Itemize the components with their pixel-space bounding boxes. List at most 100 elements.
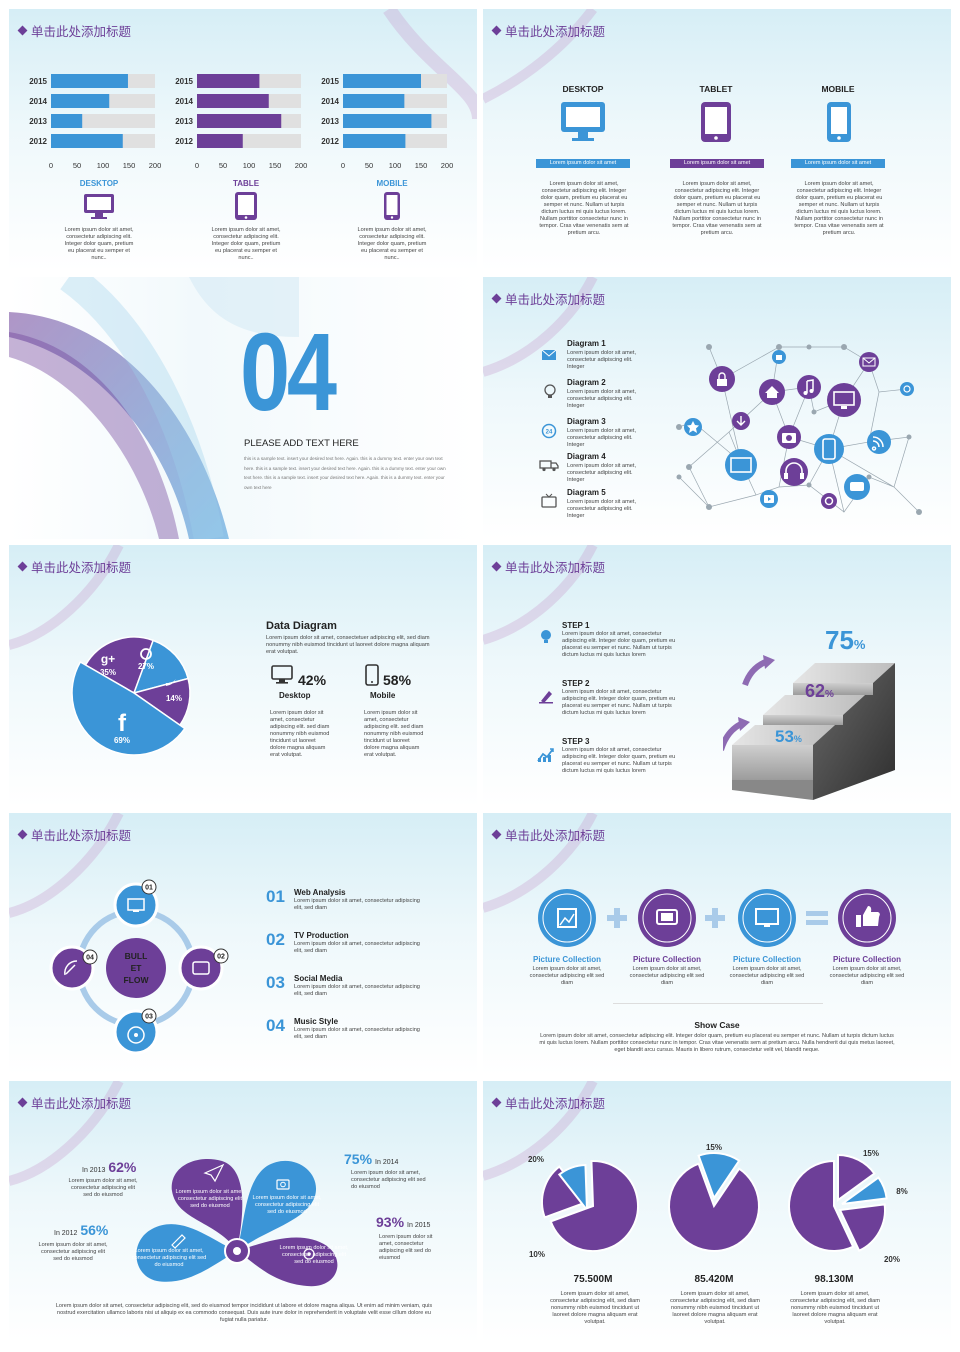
shopping-bag-node xyxy=(772,350,786,364)
bar-category-label: 2015 xyxy=(321,77,339,86)
step-pct-62-sign: % xyxy=(825,689,834,700)
bar-category-label: 2013 xyxy=(175,117,193,126)
step-2-title: STEP 2 xyxy=(562,679,590,688)
center-label-line-1: BULL xyxy=(125,951,148,961)
pie-slice xyxy=(668,1162,760,1252)
diagram-4-title: Diagram 4 xyxy=(567,452,606,461)
x-tick-label: 0 xyxy=(49,161,53,170)
flow-item-number: 03 xyxy=(266,973,285,992)
step-3-text: Lorem ipsum dolor sit amet, consectetur … xyxy=(562,747,676,774)
monitor-node xyxy=(827,383,861,417)
flow-item-text: Lorem ipsum dolor sit amet, consectetur … xyxy=(294,941,420,954)
chart-label-table: TABLE xyxy=(232,179,260,188)
chart-label-desktop: DESKTOP xyxy=(79,179,119,188)
node-02-label: 02 xyxy=(217,954,225,961)
tablet-icon xyxy=(701,102,731,142)
bar-category-label: 2014 xyxy=(29,97,47,106)
slide-title: 单击此处添加标题 xyxy=(17,825,132,844)
slide-title: 单击此处添加标题 xyxy=(17,1093,131,1112)
x-tick-label: 150 xyxy=(269,161,282,170)
picture-caption: Picture Collection xyxy=(732,955,801,964)
lock-node xyxy=(709,366,735,392)
slide-title-text: 单击此处添加标题 xyxy=(505,292,606,307)
pie-slice-facebook xyxy=(71,660,186,756)
mobile-percentage: 58% xyxy=(383,672,412,688)
flow-item-number: 01 xyxy=(266,887,285,906)
network-graph xyxy=(676,344,922,515)
bar xyxy=(343,94,405,108)
settings-icon xyxy=(303,1248,315,1260)
pie-slice xyxy=(557,1163,589,1214)
bar xyxy=(343,74,421,88)
pie-slice xyxy=(549,1160,639,1252)
pie-2-description: Lorem ipsum dolor sit amet, consectetur … xyxy=(670,1291,760,1325)
tablet-description: Lorem ipsum dolor sit amet, consectetur … xyxy=(672,181,762,236)
pie-slice-label: 14% xyxy=(166,694,182,703)
show-case-title: Show Case xyxy=(694,1020,740,1030)
bar-category-label: 2015 xyxy=(175,77,193,86)
stat-2012-pct: 56% xyxy=(80,1222,109,1238)
pie-slice xyxy=(697,1152,741,1201)
download-node xyxy=(732,412,750,430)
desktop-icon xyxy=(84,194,114,219)
social-pie-chart: 35% 27% 14% 69% g+ f xyxy=(71,636,191,756)
slide-devices: 单击此处添加标题 DESKTOP TABLET MOBILE Lorem ips… xyxy=(483,9,951,271)
step-pct-62: 62% xyxy=(805,681,834,702)
slide-title-text: 单击此处添加标题 xyxy=(505,560,606,575)
pie-slice-label: 15% xyxy=(863,1149,879,1158)
tablet-node xyxy=(725,449,757,481)
petal-1-text: Lorem ipsum dolor sit amet, consectetur … xyxy=(175,1189,245,1209)
section-number: 04 xyxy=(240,311,337,434)
diagram-5-text: Lorem ipsum dolor sit amet, consectetur … xyxy=(567,499,637,519)
step-3-title: STEP 3 xyxy=(562,737,590,746)
step-2-text: Lorem ipsum dolor sit amet, consectetur … xyxy=(562,689,676,716)
google-plus-icon: g+ xyxy=(101,652,115,666)
pie-slice-label: 20% xyxy=(884,1255,900,1264)
table-description: Lorem ipsum dolor sit amet, consectetur … xyxy=(211,227,281,261)
x-tick-label: 100 xyxy=(97,161,110,170)
step-pct-75: 75% xyxy=(825,625,865,656)
picture-icon-node xyxy=(538,889,596,947)
x-tick-label: 0 xyxy=(195,161,199,170)
pie-slice-label: 8% xyxy=(896,1187,908,1196)
picture-caption: Picture Collection xyxy=(632,955,701,964)
flow-item-title: TV Production xyxy=(294,931,349,940)
pie-slice-label: 10% xyxy=(529,1250,545,1259)
diagram-4-text: Lorem ipsum dolor sit amet, consectetur … xyxy=(567,463,637,483)
tv-icon xyxy=(541,493,557,508)
slide-title: 单击此处添加标题 xyxy=(17,557,131,576)
node-03-cd xyxy=(113,1008,159,1055)
bar xyxy=(51,74,128,88)
bullet-flow-diagram: 01 02 03 04 BULL ET FLOW xyxy=(49,879,229,1055)
slide-title-text: 单击此处添加标题 xyxy=(505,24,606,39)
paper-plane-icon xyxy=(203,1163,225,1183)
facebook-icon: f xyxy=(118,710,127,737)
device-label-desktop: DESKTOP xyxy=(562,84,604,94)
slide-title-text: 单击此处添加标题 xyxy=(505,828,606,843)
slide-title-text: 单击此处添加标题 xyxy=(31,828,132,843)
pie-slice xyxy=(837,1153,876,1202)
slide-data-diagram: 单击此处添加标题 35% 27% 14% 69% g+ f Data Diagram Lo… xyxy=(9,545,477,807)
data-diagram-title: Data Diagram xyxy=(266,620,337,632)
thumbs-up-icon-node xyxy=(838,889,896,947)
flow-item-number: 04 xyxy=(266,1016,285,1035)
bar xyxy=(197,94,269,108)
picture-caption-text: Lorem ipsum dolor sit amet, consectetur … xyxy=(529,966,605,986)
x-tick-label: 200 xyxy=(441,161,454,170)
pie-slice-label: 35% xyxy=(100,668,116,677)
diagram-1-text: Lorem ipsum dolor sit amet, consectetur … xyxy=(567,350,637,370)
center-label-line-3: FLOW xyxy=(123,975,149,985)
pie-slice xyxy=(841,1176,888,1205)
picture-caption: Picture Collection xyxy=(832,955,901,964)
pencil-icon xyxy=(171,1234,186,1249)
lightbulb-icon xyxy=(544,384,556,398)
petal-diagram xyxy=(136,1159,338,1287)
stat-2015: 93% In 2015 xyxy=(376,1214,430,1230)
diagram-3-text: Lorem ipsum dolor sit amet, consectetur … xyxy=(567,428,637,448)
bar xyxy=(197,114,282,128)
node-01-monitor xyxy=(113,879,159,928)
x-tick-label: 100 xyxy=(243,161,256,170)
bar-category-label: 2014 xyxy=(175,97,193,106)
stat-2015-pct: 93% xyxy=(376,1214,405,1230)
pie-slice-google-plus xyxy=(84,636,155,695)
